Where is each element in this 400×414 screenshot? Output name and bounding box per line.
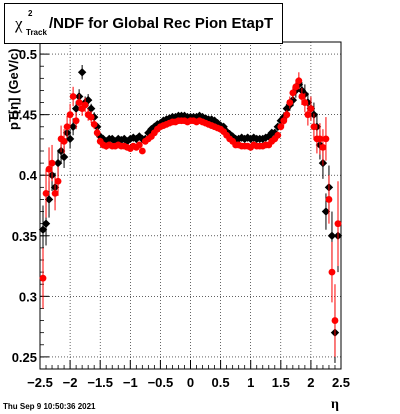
data-point	[316, 135, 324, 143]
data-point	[93, 129, 101, 137]
data-point	[77, 68, 87, 77]
x-tick-label: 0.5	[212, 375, 230, 390]
x-tick-label: 1	[247, 375, 254, 390]
data-point	[60, 137, 68, 145]
data-point	[71, 104, 81, 113]
chi-symbol: χ	[15, 14, 23, 33]
data-point	[53, 158, 63, 168]
data-point	[65, 134, 75, 144]
data-point	[75, 99, 83, 106]
data-point	[280, 117, 288, 125]
data-point	[63, 123, 71, 131]
x-tick-label: −1.5	[87, 375, 113, 390]
data-point	[327, 231, 337, 240]
data-point	[42, 189, 50, 197]
data-point	[319, 143, 327, 151]
data-point	[286, 99, 294, 106]
data-point	[334, 220, 342, 228]
data-point	[304, 111, 312, 119]
data-point	[48, 159, 56, 167]
data-point	[114, 134, 123, 144]
data-point	[258, 134, 267, 144]
data-point	[81, 101, 89, 109]
data-point	[51, 189, 59, 197]
data-point	[298, 93, 306, 100]
x-tick-label: −2	[63, 375, 78, 390]
x-tick-label: 0	[187, 375, 194, 390]
data-point	[54, 177, 62, 185]
y-axis-label: pT[η] (GeV/c)	[6, 48, 21, 130]
axis-ticks	[39, 53, 342, 369]
timestamp-label: Thu Sep 9 10:50:36 2021	[3, 402, 96, 411]
data-point	[69, 93, 77, 100]
y-tick-label: 0.45	[12, 108, 37, 123]
data-point	[44, 195, 54, 204]
data-point	[310, 123, 318, 131]
x-tick-label: −1	[123, 375, 138, 390]
data-point	[83, 95, 93, 105]
data-point	[135, 141, 143, 149]
data-point	[108, 134, 117, 144]
x-tick-label: −0.5	[148, 375, 174, 390]
data-point	[86, 104, 96, 113]
data-point	[41, 219, 51, 228]
data-point	[213, 118, 222, 128]
y-tick-labels: 0.25 0.3 0.35 0.4 0.45 0.5	[12, 47, 38, 365]
data-point	[66, 111, 74, 119]
chart-title-box: χ 2 Track /NDF for Global Rec Pion EtapT	[4, 3, 283, 44]
x-tick-label: 2	[307, 375, 314, 390]
data-point	[59, 152, 69, 162]
data-point	[283, 111, 291, 119]
data-point	[307, 105, 315, 113]
x-tick-label: −2.5	[27, 375, 53, 390]
x-tick-label: 1.5	[272, 375, 290, 390]
chart-title: /NDF for Global Rec Pion EtapT	[49, 15, 274, 32]
y-tick-label: 0.25	[12, 350, 37, 365]
data-series	[38, 65, 343, 363]
data-point	[240, 134, 249, 144]
data-point	[328, 268, 336, 276]
x-tick-labels: −2.5 −2 −1.5 −1 −0.5 0 0.5 1 1.5 2 2.5	[27, 375, 350, 390]
series-2	[39, 72, 342, 357]
data-point	[234, 134, 243, 144]
data-point	[90, 120, 98, 128]
x-tick-label: 2.5	[332, 375, 350, 390]
y-tick-label: 0.35	[12, 229, 37, 244]
y-tick-label: 0.5	[19, 47, 37, 62]
data-point	[277, 123, 285, 131]
data-point	[195, 111, 204, 121]
y-tick-label: 0.3	[19, 289, 37, 304]
data-point	[292, 83, 300, 91]
data-point	[99, 134, 108, 144]
x-axis-label: η	[331, 397, 339, 412]
data-point	[301, 99, 309, 106]
data-point	[87, 113, 95, 121]
data-point	[138, 147, 146, 155]
data-point	[321, 207, 331, 216]
data-point	[45, 165, 53, 173]
data-point	[322, 135, 330, 143]
data-point	[289, 89, 297, 97]
data-point	[72, 117, 80, 125]
y-tick-label: 0.4	[19, 168, 38, 183]
data-point	[39, 274, 47, 282]
data-point	[38, 225, 48, 234]
title-subscript: Track	[26, 28, 47, 37]
data-point	[159, 116, 168, 125]
data-point	[120, 134, 129, 144]
data-point	[325, 196, 333, 203]
data-point	[331, 317, 339, 324]
title-superscript: 2	[28, 9, 33, 18]
data-point	[295, 77, 303, 85]
data-point	[68, 122, 78, 131]
data-point	[274, 131, 282, 139]
